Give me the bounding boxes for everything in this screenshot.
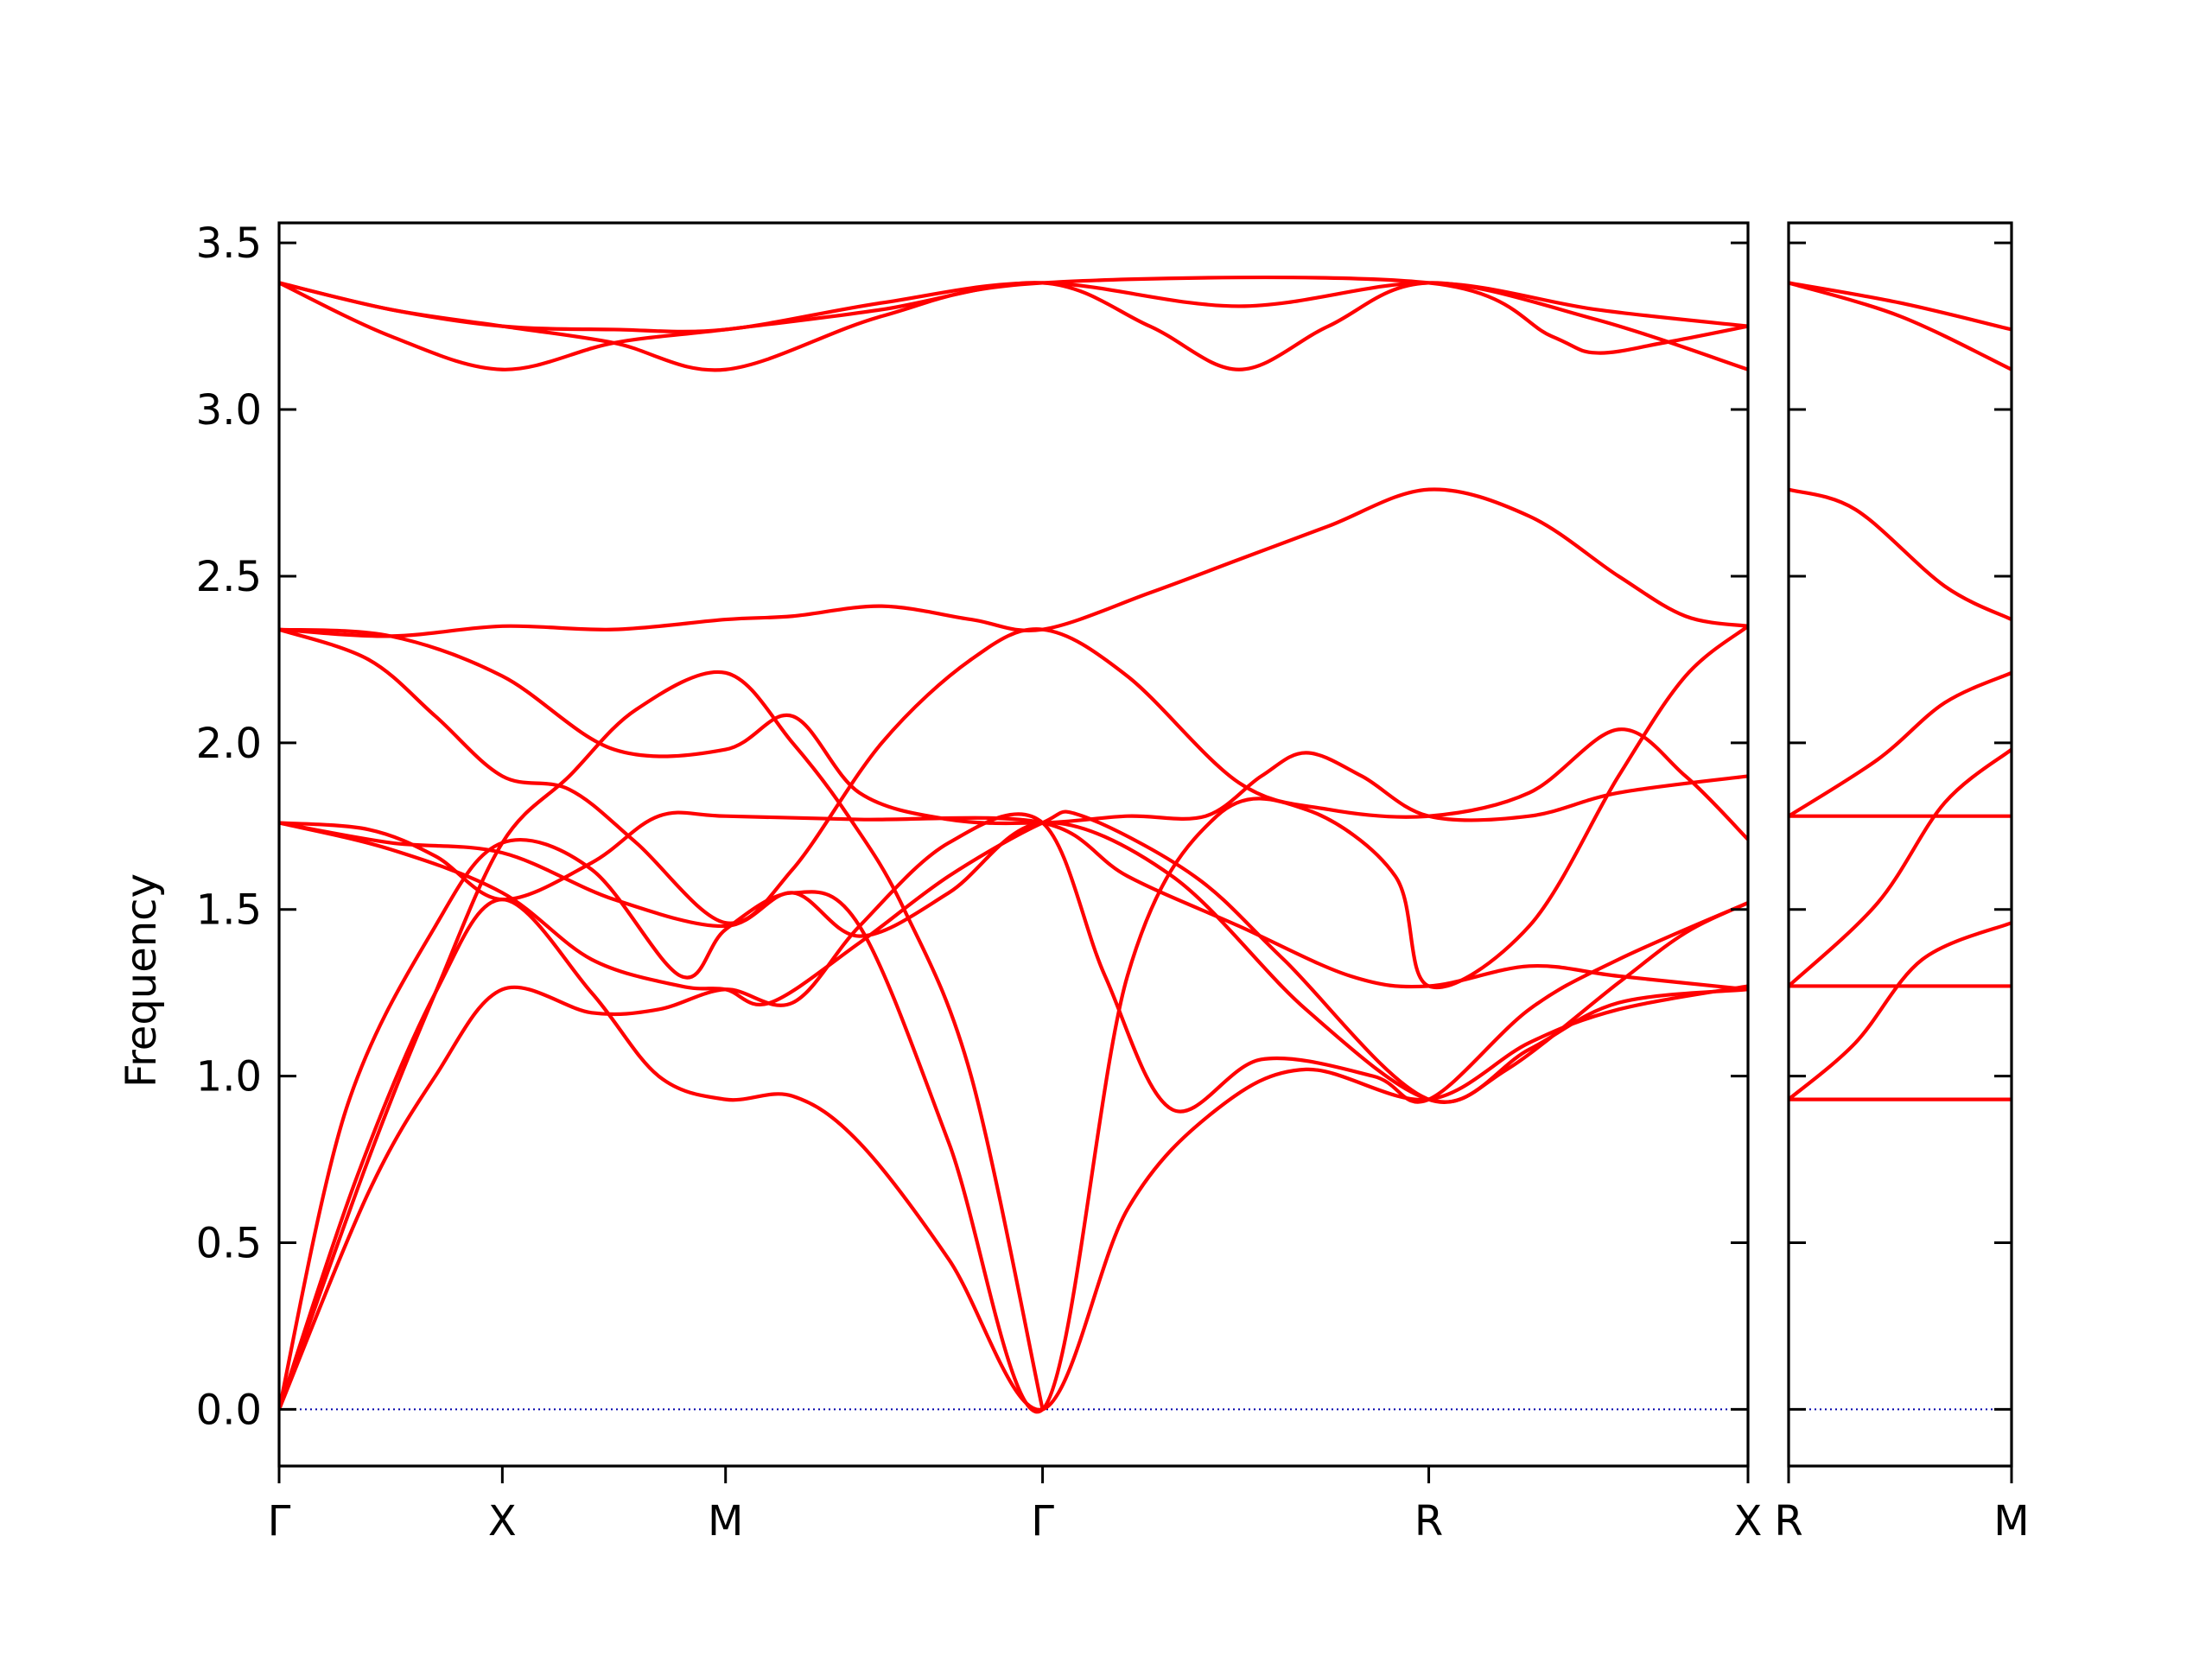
- band-side-3: [1789, 487, 2012, 622]
- band-main-11: [279, 812, 1748, 1412]
- band-side-6: [1789, 747, 2012, 988]
- band-main-4: [279, 487, 1748, 638]
- band-main-12: [279, 898, 1748, 1412]
- xtick-label: X: [488, 1497, 517, 1546]
- ytick-label: 1.0: [196, 1053, 262, 1101]
- band-side-4: [1789, 670, 2012, 818]
- band-side-2: [1789, 281, 2012, 371]
- ytick-label: 2.5: [196, 553, 262, 601]
- band-side-8: [1789, 921, 2012, 1101]
- ytick-label: 1.5: [196, 886, 262, 935]
- xtick-label: X: [1734, 1497, 1763, 1546]
- axes-frame-main: [277, 221, 1750, 1468]
- xtick-label: M: [708, 1497, 743, 1546]
- xtick-label: M: [1993, 1497, 2029, 1546]
- band-side-1: [1789, 281, 2012, 332]
- ytick-label: 2.0: [196, 720, 262, 768]
- band-main-9: [279, 809, 1748, 1104]
- xtick-label: Γ: [1031, 1497, 1054, 1546]
- y-axis-label: Frequency: [118, 873, 166, 1088]
- xtick-label: R: [1774, 1497, 1802, 1546]
- band-main-13: [279, 624, 1748, 1414]
- band-main-7: [279, 810, 1748, 992]
- axes-frame-side: [1787, 221, 2013, 1468]
- ytick-label: 3.5: [196, 219, 262, 268]
- ytick-label: 0.0: [196, 1386, 262, 1434]
- xtick-label: Γ: [268, 1497, 291, 1546]
- ytick-label: 0.5: [196, 1220, 262, 1268]
- ytick-label: 3.0: [196, 386, 262, 435]
- band-main-10: [279, 670, 1045, 1412]
- band-main-8: [279, 821, 1748, 1104]
- band-main-3: [279, 275, 1748, 372]
- band-main-5: [279, 627, 1748, 925]
- xtick-label: R: [1414, 1497, 1443, 1546]
